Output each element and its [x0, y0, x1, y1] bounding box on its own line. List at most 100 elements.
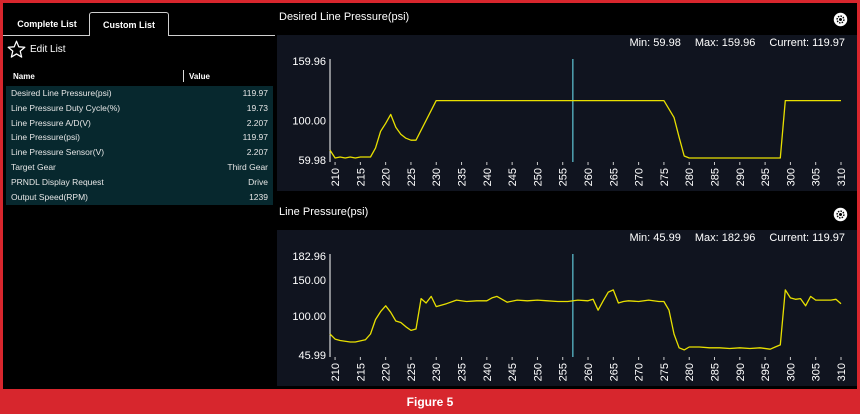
x-tick-label: 285: [710, 168, 722, 186]
x-tick-label: 285: [710, 363, 722, 381]
star-icon: [7, 40, 26, 58]
column-resize-handle[interactable]: [183, 70, 184, 82]
stat-current: Current: 119.97: [769, 232, 845, 244]
gear-icon[interactable]: [833, 12, 848, 27]
x-tick-label: 275: [659, 363, 671, 381]
row-name: Target Gear: [11, 161, 56, 172]
plot-area: [277, 230, 857, 386]
edit-list-button[interactable]: Edit List: [7, 39, 66, 59]
row-value: 1239: [249, 191, 268, 202]
x-tick-label: 215: [355, 363, 367, 381]
column-header-name[interactable]: Name: [13, 72, 35, 81]
chart-stats: Min: 59.98 Max: 159.96 Current: 119.97: [629, 37, 845, 49]
x-tick-label: 230: [431, 168, 443, 186]
x-tick-label: 215: [355, 168, 367, 186]
stat-min: Min: 45.99: [629, 232, 681, 244]
x-tick-label: 270: [634, 363, 646, 381]
plot-area: [277, 35, 857, 191]
table-row[interactable]: Output Speed(RPM) 1239: [6, 190, 273, 205]
row-value: Drive: [248, 176, 268, 187]
tab-complete-list[interactable]: Complete List: [17, 19, 77, 29]
x-tick-label: 295: [760, 363, 772, 381]
series-line: [329, 99, 841, 159]
row-value: Third Gear: [227, 161, 268, 172]
y-tick-label: 150.00: [292, 275, 326, 287]
row-name: Desired Line Pressure(psi): [11, 88, 112, 98]
y-tick-label: 59.98: [298, 155, 326, 167]
x-tick-label: 310: [836, 363, 848, 381]
row-value: 119.97: [242, 132, 268, 143]
x-tick-label: 225: [406, 363, 418, 381]
x-tick-label: 245: [507, 168, 519, 186]
x-tick-label: 220: [381, 168, 393, 186]
table-row[interactable]: Line Pressure Sensor(V) 2.207: [6, 145, 273, 160]
x-tick-label: 230: [431, 363, 443, 381]
series-line: [329, 289, 842, 351]
chart-title: Line Pressure(psi): [279, 206, 369, 218]
x-tick-label: 310: [836, 168, 848, 186]
x-tick-label: 290: [735, 363, 747, 381]
row-name: Line Pressure A/D(V): [11, 117, 91, 128]
line-plot: 59.98 100.00 159.96 210 215 220 225 230 235 240 24…: [292, 56, 848, 186]
x-tick-label: 260: [583, 168, 595, 186]
x-tick-label: 225: [406, 168, 418, 186]
y-tick-label: 45.99: [298, 350, 326, 362]
x-tick-label: 255: [558, 363, 570, 381]
app-frame: Complete List Custom List Edit List Name…: [3, 3, 857, 389]
table-row[interactable]: Line Pressure(psi) 119.97: [6, 130, 273, 145]
chart-stats: Min: 45.99 Max: 182.96 Current: 119.97: [629, 232, 845, 244]
x-tick-label: 295: [760, 168, 772, 186]
x-tick-label: 210: [330, 363, 342, 381]
stat-max: Max: 159.96: [694, 37, 756, 49]
row-value: 19.73: [246, 102, 268, 113]
table-header: Name Value: [9, 70, 273, 84]
x-tick-label: 250: [532, 168, 544, 186]
x-tick-label: 270: [634, 168, 646, 186]
table-row[interactable]: Target Gear Third Gear: [6, 160, 273, 175]
x-tick-label: 305: [811, 363, 823, 381]
x-tick-label: 260: [583, 363, 595, 381]
stat-min: Min: 59.98: [629, 37, 681, 49]
chart-line-pressure: Line Pressure(psi) Min: 45.99 Max: 182.9…: [277, 200, 857, 386]
gear-icon[interactable]: [833, 207, 848, 222]
line-plot: 45.99 100.00 150.00 182.96 210 215 220 225 230 23…: [292, 251, 848, 381]
x-tick-label: 250: [532, 363, 544, 381]
column-header-value[interactable]: Value: [189, 72, 210, 81]
x-tick-label: 280: [684, 363, 696, 381]
x-tick-label: 240: [482, 168, 494, 186]
row-name: Output Speed(RPM): [11, 191, 89, 202]
edit-list-label: Edit List: [30, 43, 66, 55]
row-value: 2.207: [246, 147, 268, 158]
x-tick-label: 300: [785, 168, 797, 186]
y-tick-label: 100.00: [292, 311, 326, 323]
row-name: PRNDL Display Request: [11, 176, 104, 187]
row-value: 2.207: [246, 117, 268, 128]
x-tick-label: 290: [735, 168, 747, 186]
x-tick-label: 240: [482, 363, 494, 381]
x-tick-label: 235: [457, 363, 469, 381]
table-row[interactable]: PRNDL Display Request Drive: [6, 175, 273, 190]
x-tick-label: 300: [785, 363, 797, 381]
x-tick-label: 245: [507, 363, 519, 381]
tab-bar: Complete List Custom List: [3, 12, 275, 36]
row-name: Line Pressure Duty Cycle(%): [11, 102, 121, 113]
x-tick-label: 280: [684, 168, 696, 186]
row-name: Line Pressure Sensor(V): [11, 147, 105, 158]
tab-custom-list[interactable]: Custom List: [89, 12, 169, 36]
x-tick-label: 210: [330, 168, 342, 186]
y-tick-label: 159.96: [292, 56, 326, 68]
row-value: 119.97: [242, 88, 268, 98]
tab-divider-gap: [90, 35, 168, 36]
table-row[interactable]: Line Pressure Duty Cycle(%) 19.73: [6, 101, 273, 116]
x-tick-label: 265: [608, 363, 620, 381]
x-tick-label: 275: [659, 168, 671, 186]
chart-desired-line-pressure: Desired Line Pressure(psi) Min: 59.98 Ma…: [277, 5, 857, 191]
x-tick-label: 255: [558, 168, 570, 186]
y-tick-label: 182.96: [292, 251, 326, 263]
stat-current: Current: 119.97: [769, 37, 845, 49]
table-row[interactable]: Desired Line Pressure(psi) 119.97: [6, 86, 273, 101]
table-row[interactable]: Line Pressure A/D(V) 2.207: [6, 116, 273, 131]
x-tick-label: 265: [608, 168, 620, 186]
parameter-table: Desired Line Pressure(psi) 119.97 Line Pre…: [6, 86, 273, 205]
row-name: Line Pressure(psi): [11, 132, 80, 143]
